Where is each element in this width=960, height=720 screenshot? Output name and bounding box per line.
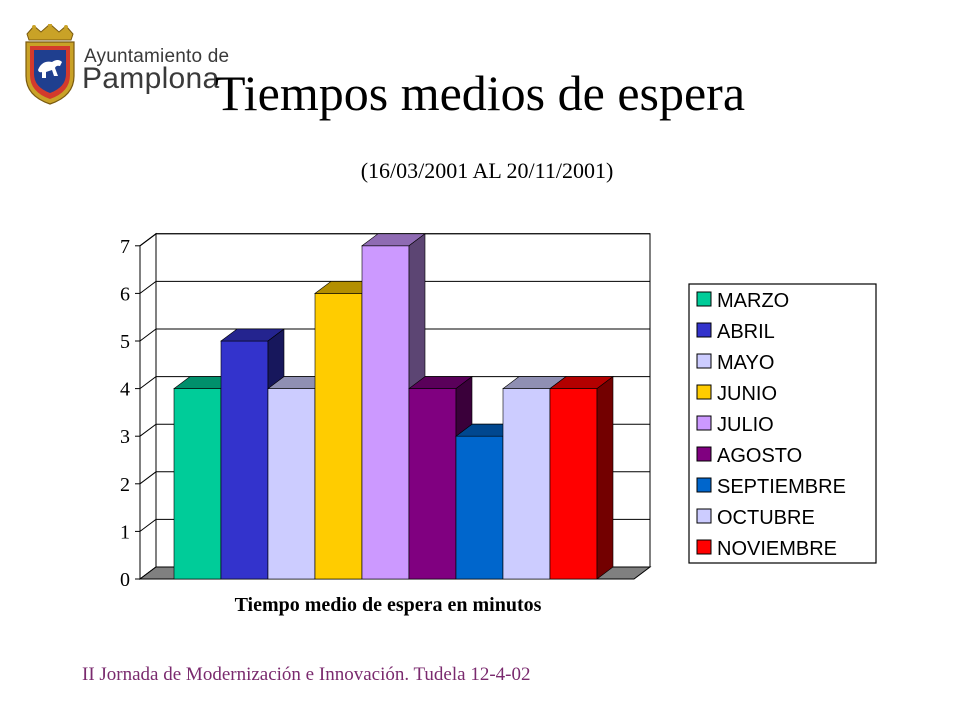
y-tick-label: 6 bbox=[120, 283, 130, 305]
legend-label: JUNIO bbox=[717, 383, 777, 405]
legend-swatch bbox=[696, 384, 712, 400]
legend-label: SEPTIEMBRE bbox=[717, 476, 846, 498]
legend-swatch bbox=[696, 477, 712, 493]
legend-swatch bbox=[696, 415, 712, 431]
bar-front bbox=[314, 293, 363, 580]
legend-swatch bbox=[696, 353, 712, 369]
page-subtitle: (16/03/2001 AL 20/11/2001) bbox=[360, 158, 614, 183]
y-tick-label: 7 bbox=[120, 236, 130, 258]
chart-side-wall bbox=[139, 232, 157, 580]
logo-line2: Pamplona bbox=[82, 62, 220, 95]
gridline bbox=[139, 328, 650, 342]
y-tick-label: 3 bbox=[120, 426, 130, 448]
legend: MARZO ABRIL MAYO JUNIO JULIO AGOSTO SEPTIEMBRE… bbox=[688, 283, 877, 564]
legend-swatch bbox=[696, 539, 712, 555]
bar-side bbox=[596, 376, 614, 580]
y-tick-label: 0 bbox=[120, 569, 130, 591]
legend-label: ABRIL bbox=[717, 321, 775, 343]
footer-text: II Jornada de Modernización e Innovación… bbox=[82, 664, 531, 685]
y-tick-label: 5 bbox=[120, 331, 130, 353]
logo-line1: Ayuntamiento de bbox=[84, 46, 230, 67]
bar-front bbox=[549, 388, 598, 580]
legend-swatch bbox=[696, 446, 712, 462]
page-title: Tiempos medios de espera bbox=[214, 65, 746, 121]
gridline bbox=[139, 233, 650, 247]
y-tick-label: 2 bbox=[120, 474, 130, 496]
pamplona-coat-of-arms-logo bbox=[25, 24, 75, 105]
bar-front bbox=[173, 388, 222, 580]
x-axis-label: Tiempo medio de espera en minutos bbox=[235, 594, 542, 616]
legend-label: MARZO bbox=[717, 290, 789, 312]
bar-front bbox=[455, 435, 504, 580]
bar-noviembre bbox=[549, 376, 614, 580]
legend-label: JULIO bbox=[717, 414, 774, 436]
y-tick-label: 4 bbox=[120, 379, 130, 401]
y-tick-label: 1 bbox=[120, 521, 130, 543]
bar-front bbox=[361, 245, 410, 580]
legend-swatch bbox=[696, 322, 712, 338]
gridline bbox=[139, 376, 650, 390]
bar-front bbox=[502, 388, 551, 580]
bar-front bbox=[220, 340, 269, 580]
legend-swatch bbox=[696, 508, 712, 524]
legend-swatch bbox=[696, 291, 712, 307]
legend-label: OCTUBRE bbox=[717, 507, 815, 529]
legend-box bbox=[688, 283, 877, 564]
legend-label: NOVIEMBRE bbox=[717, 538, 837, 560]
bar-front bbox=[267, 388, 316, 580]
legend-label: AGOSTO bbox=[717, 445, 802, 467]
legend-label: MAYO bbox=[717, 352, 774, 374]
bar-front bbox=[408, 388, 457, 580]
gridline bbox=[139, 280, 650, 294]
